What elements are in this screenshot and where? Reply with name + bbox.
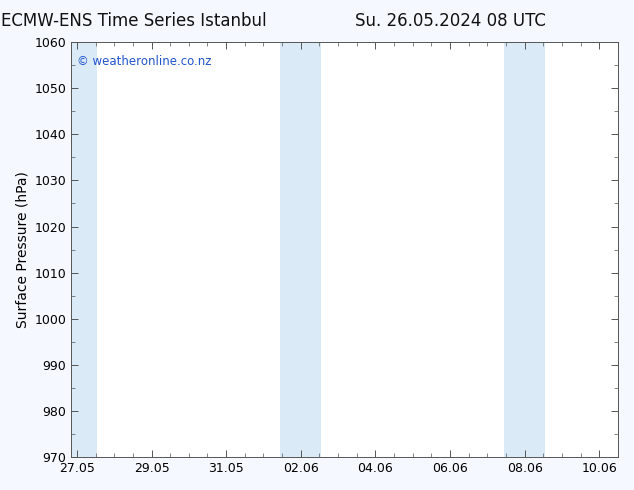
Y-axis label: Surface Pressure (hPa): Surface Pressure (hPa) xyxy=(15,171,29,328)
Bar xyxy=(504,42,524,457)
Text: ECMW-ENS Time Series Istanbul: ECMW-ENS Time Series Istanbul xyxy=(1,12,266,30)
Text: © weatheronline.co.nz: © weatheronline.co.nz xyxy=(77,54,211,68)
Bar xyxy=(280,42,301,457)
Bar xyxy=(71,42,98,457)
Bar xyxy=(301,42,321,457)
Bar xyxy=(524,42,545,457)
Text: Su. 26.05.2024 08 UTC: Su. 26.05.2024 08 UTC xyxy=(355,12,546,30)
